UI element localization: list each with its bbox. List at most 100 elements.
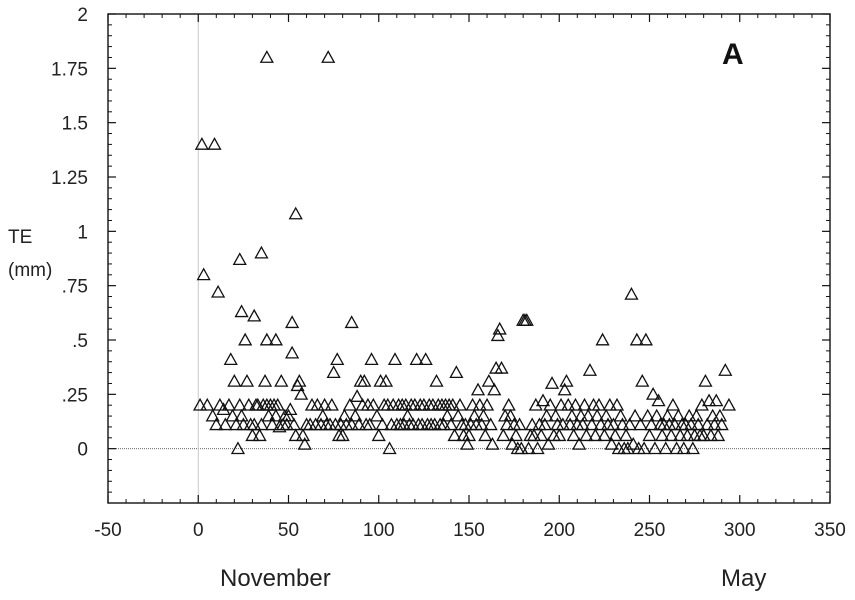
data-point bbox=[683, 417, 699, 431]
data-point bbox=[559, 373, 574, 387]
data-point bbox=[245, 428, 260, 442]
data-point bbox=[429, 373, 444, 387]
data-point bbox=[274, 373, 289, 387]
data-point bbox=[651, 393, 666, 407]
data-point bbox=[460, 436, 475, 450]
data-point bbox=[375, 417, 390, 431]
data-point bbox=[519, 313, 534, 326]
data-point bbox=[537, 417, 552, 431]
data-point bbox=[207, 137, 222, 150]
data-point bbox=[285, 315, 300, 329]
y-tick-label: 2 bbox=[77, 5, 88, 26]
data-point bbox=[627, 408, 643, 422]
data-point bbox=[568, 397, 583, 411]
data-point bbox=[582, 363, 598, 376]
data-point bbox=[577, 397, 592, 411]
data-point bbox=[602, 397, 617, 411]
data-point bbox=[241, 397, 256, 411]
data-point bbox=[591, 397, 607, 411]
data-point bbox=[335, 428, 350, 442]
data-point bbox=[703, 428, 718, 442]
data-point bbox=[588, 428, 603, 442]
data-point bbox=[366, 397, 381, 411]
data-point bbox=[534, 428, 549, 442]
data-point bbox=[265, 417, 280, 431]
data-point bbox=[449, 365, 464, 379]
y-tick-label: 0 bbox=[77, 440, 88, 461]
data-point bbox=[620, 441, 635, 455]
data-point bbox=[613, 408, 628, 422]
data-point bbox=[283, 402, 298, 415]
data-point bbox=[476, 408, 491, 422]
data-point bbox=[288, 206, 303, 220]
data-point bbox=[701, 393, 717, 407]
data-point bbox=[211, 284, 226, 298]
data-point bbox=[593, 417, 608, 431]
data-point bbox=[667, 417, 682, 431]
y-tick-label: 1 bbox=[77, 222, 88, 243]
data-point bbox=[543, 397, 558, 411]
data-point bbox=[496, 428, 511, 442]
data-point bbox=[597, 428, 612, 442]
y-tick-label: 1.5 bbox=[62, 114, 88, 135]
data-point bbox=[236, 417, 251, 431]
data-point bbox=[324, 397, 339, 411]
x-tick-label: 0 bbox=[193, 520, 204, 541]
y-axis-title-line2: (mm) bbox=[8, 260, 52, 281]
data-point bbox=[268, 408, 283, 422]
y-axis-title-line1: TE bbox=[8, 227, 32, 248]
data-point bbox=[646, 386, 661, 400]
data-point bbox=[676, 441, 691, 455]
data-point bbox=[669, 441, 684, 455]
x-tick-label: 150 bbox=[453, 520, 485, 541]
data-point bbox=[344, 315, 359, 329]
data-point bbox=[252, 428, 267, 442]
data-point bbox=[344, 417, 359, 431]
data-point bbox=[292, 373, 307, 387]
y-tick-label: .25 bbox=[62, 385, 88, 406]
data-point bbox=[216, 402, 231, 415]
x-tick-label: 100 bbox=[363, 520, 395, 541]
data-point bbox=[297, 436, 312, 450]
data-point bbox=[461, 428, 477, 442]
data-point bbox=[494, 360, 509, 374]
data-point bbox=[371, 428, 386, 442]
data-point bbox=[474, 417, 489, 431]
data-point bbox=[647, 441, 663, 455]
data-point bbox=[673, 428, 688, 442]
data-point bbox=[609, 397, 625, 411]
data-point bbox=[348, 408, 363, 422]
data-point bbox=[485, 436, 500, 450]
data-point bbox=[685, 441, 700, 455]
data-point bbox=[196, 267, 211, 281]
data-point bbox=[539, 408, 554, 422]
data-point bbox=[555, 417, 570, 431]
y-tick-label: .75 bbox=[62, 277, 88, 298]
data-point bbox=[709, 393, 724, 407]
data-point bbox=[478, 428, 493, 442]
data-point bbox=[595, 332, 610, 346]
data-point bbox=[288, 428, 303, 442]
data-point bbox=[707, 417, 722, 431]
y-tick-label: 1.75 bbox=[51, 59, 88, 80]
data-point bbox=[286, 417, 302, 431]
data-point bbox=[259, 50, 274, 63]
data-point bbox=[321, 50, 336, 63]
data-point bbox=[691, 417, 706, 431]
data-point bbox=[664, 428, 679, 442]
data-point bbox=[351, 417, 366, 431]
data-point bbox=[721, 397, 737, 411]
data-point bbox=[268, 332, 283, 346]
data-point bbox=[257, 373, 273, 387]
data-point bbox=[562, 417, 578, 431]
data-point bbox=[409, 352, 424, 366]
data-point bbox=[575, 417, 590, 431]
data-point bbox=[445, 397, 460, 411]
data-point bbox=[521, 441, 536, 455]
data-point bbox=[317, 397, 332, 411]
data-point bbox=[499, 417, 515, 431]
data-point bbox=[326, 365, 341, 379]
data-point bbox=[541, 436, 556, 450]
data-point bbox=[369, 408, 385, 422]
data-point bbox=[452, 397, 468, 411]
